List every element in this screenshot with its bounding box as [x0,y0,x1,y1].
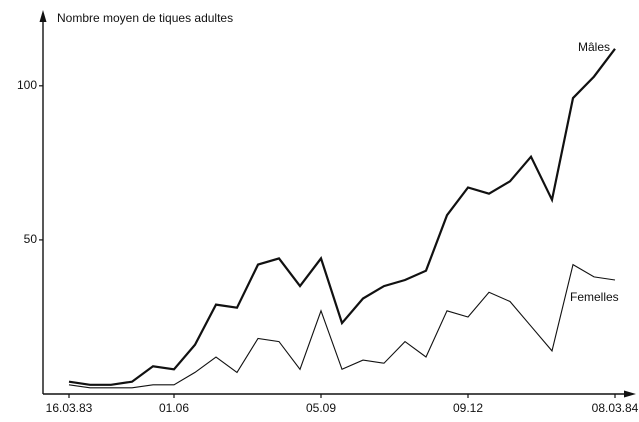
x-axis-arrow [624,390,636,398]
x-tick-label: 08.03.84 [592,401,639,415]
x-tick-label: 09.12 [453,401,483,415]
series-line [68,48,616,386]
axes [39,10,636,398]
series-line [68,263,616,389]
series-label: Mâles [578,40,610,54]
x-tick-label: 16.03.83 [46,401,93,415]
x-tick-label: 05.09 [306,401,336,415]
y-tick-label: 100 [17,78,37,92]
y-axis-title: Nombre moyen de tiques adultes [57,11,233,25]
x-tick-label: 01.06 [159,401,189,415]
y-axis-arrow [39,10,47,22]
series-label: Femelles [570,290,619,304]
y-tick-label: 50 [24,232,38,246]
